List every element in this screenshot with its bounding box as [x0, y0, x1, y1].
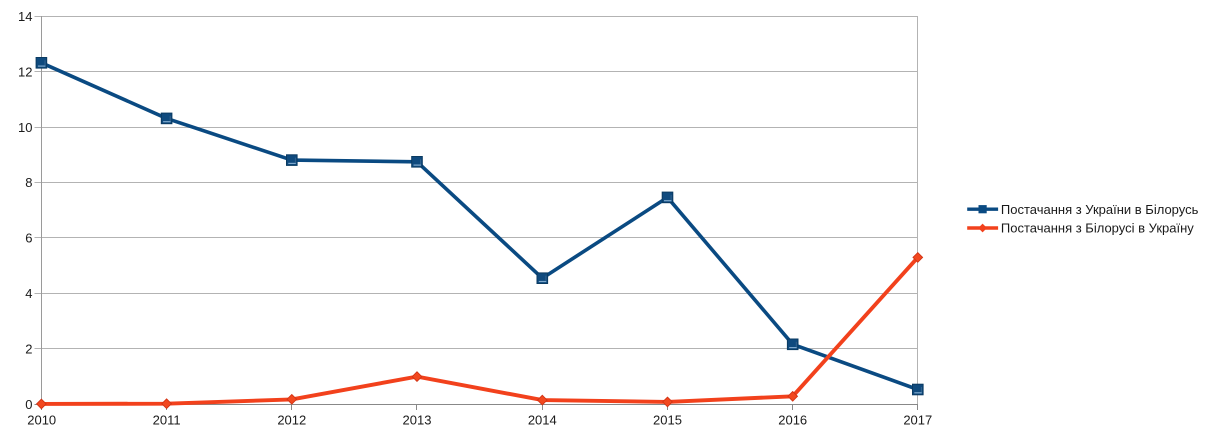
svg-text:0: 0	[25, 397, 32, 412]
svg-text:Постачання з України в Білорус: Постачання з України в Білорусь	[1001, 202, 1199, 217]
svg-text:12: 12	[18, 65, 32, 80]
svg-text:2014: 2014	[528, 412, 557, 427]
svg-text:10: 10	[18, 120, 32, 135]
svg-text:2013: 2013	[403, 412, 432, 427]
svg-text:2012: 2012	[277, 412, 306, 427]
svg-text:Постачання з Білорусі в Україн: Постачання з Білорусі в Україну	[1001, 221, 1194, 236]
svg-text:2010: 2010	[27, 412, 56, 427]
svg-text:14: 14	[18, 9, 32, 24]
svg-text:2016: 2016	[778, 412, 807, 427]
svg-text:8: 8	[25, 175, 32, 190]
svg-text:4: 4	[25, 286, 32, 301]
svg-text:6: 6	[25, 231, 32, 246]
svg-text:2015: 2015	[653, 412, 682, 427]
svg-text:2017: 2017	[903, 412, 932, 427]
svg-text:2: 2	[25, 341, 32, 356]
svg-text:2011: 2011	[153, 412, 181, 427]
